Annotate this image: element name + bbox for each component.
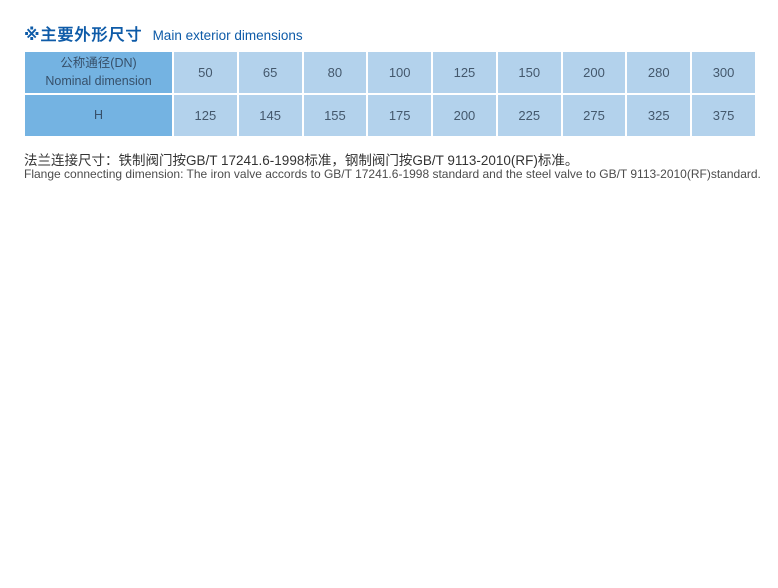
row-header-dn-en: Nominal dimension xyxy=(45,73,152,88)
table-cell-h-7: 325 xyxy=(627,95,691,136)
table-cell-dn-200: 200 xyxy=(562,52,626,93)
section-title-zh: ※主要外形尺寸 xyxy=(24,27,143,44)
row-header-h: H xyxy=(25,95,172,136)
row-header-dn-zh: 公称通径(DN) xyxy=(60,56,137,70)
table-cell-h-8: 375 xyxy=(692,95,755,136)
table-cell-dn-100: 100 xyxy=(368,52,432,93)
table-cell-dn-300: 300 xyxy=(692,52,755,93)
dimensions-table: 公称通径(DN) Nominal dimension 50 65 80 100 … xyxy=(23,50,757,138)
table-cell-dn-150: 150 xyxy=(497,52,561,93)
table-cell-h-5: 225 xyxy=(497,95,561,136)
table-row-h: H 125 145 155 175 200 225 275 325 375 xyxy=(25,95,755,136)
table-cell-h-2: 155 xyxy=(303,95,367,136)
section-title: ※主要外形尺寸 Main exterior dimensions xyxy=(24,21,303,45)
table-cell-h-6: 275 xyxy=(562,95,626,136)
flange-note-zh: 法兰连接尺寸：铁制阀门按GB/T 17241.6-1998标准，钢制阀门按GB/… xyxy=(24,153,579,168)
row-header-dn: 公称通径(DN) Nominal dimension xyxy=(25,52,172,93)
table-cell-h-3: 175 xyxy=(368,95,432,136)
table-cell-dn-80: 80 xyxy=(303,52,367,93)
table-cell-dn-50: 50 xyxy=(174,52,237,93)
table-cell-h-4: 200 xyxy=(433,95,496,136)
table-cell-h-0: 125 xyxy=(174,95,237,136)
table-cell-dn-280: 280 xyxy=(627,52,691,93)
table-cell-dn-65: 65 xyxy=(238,52,302,93)
section-title-en: Main exterior dimensions xyxy=(152,28,303,43)
table-cell-dn-125: 125 xyxy=(433,52,496,93)
table-row-dn: 公称通径(DN) Nominal dimension 50 65 80 100 … xyxy=(25,52,755,93)
flange-note-en: Flange connecting dimension: The iron va… xyxy=(24,167,761,181)
table-cell-h-1: 145 xyxy=(238,95,302,136)
